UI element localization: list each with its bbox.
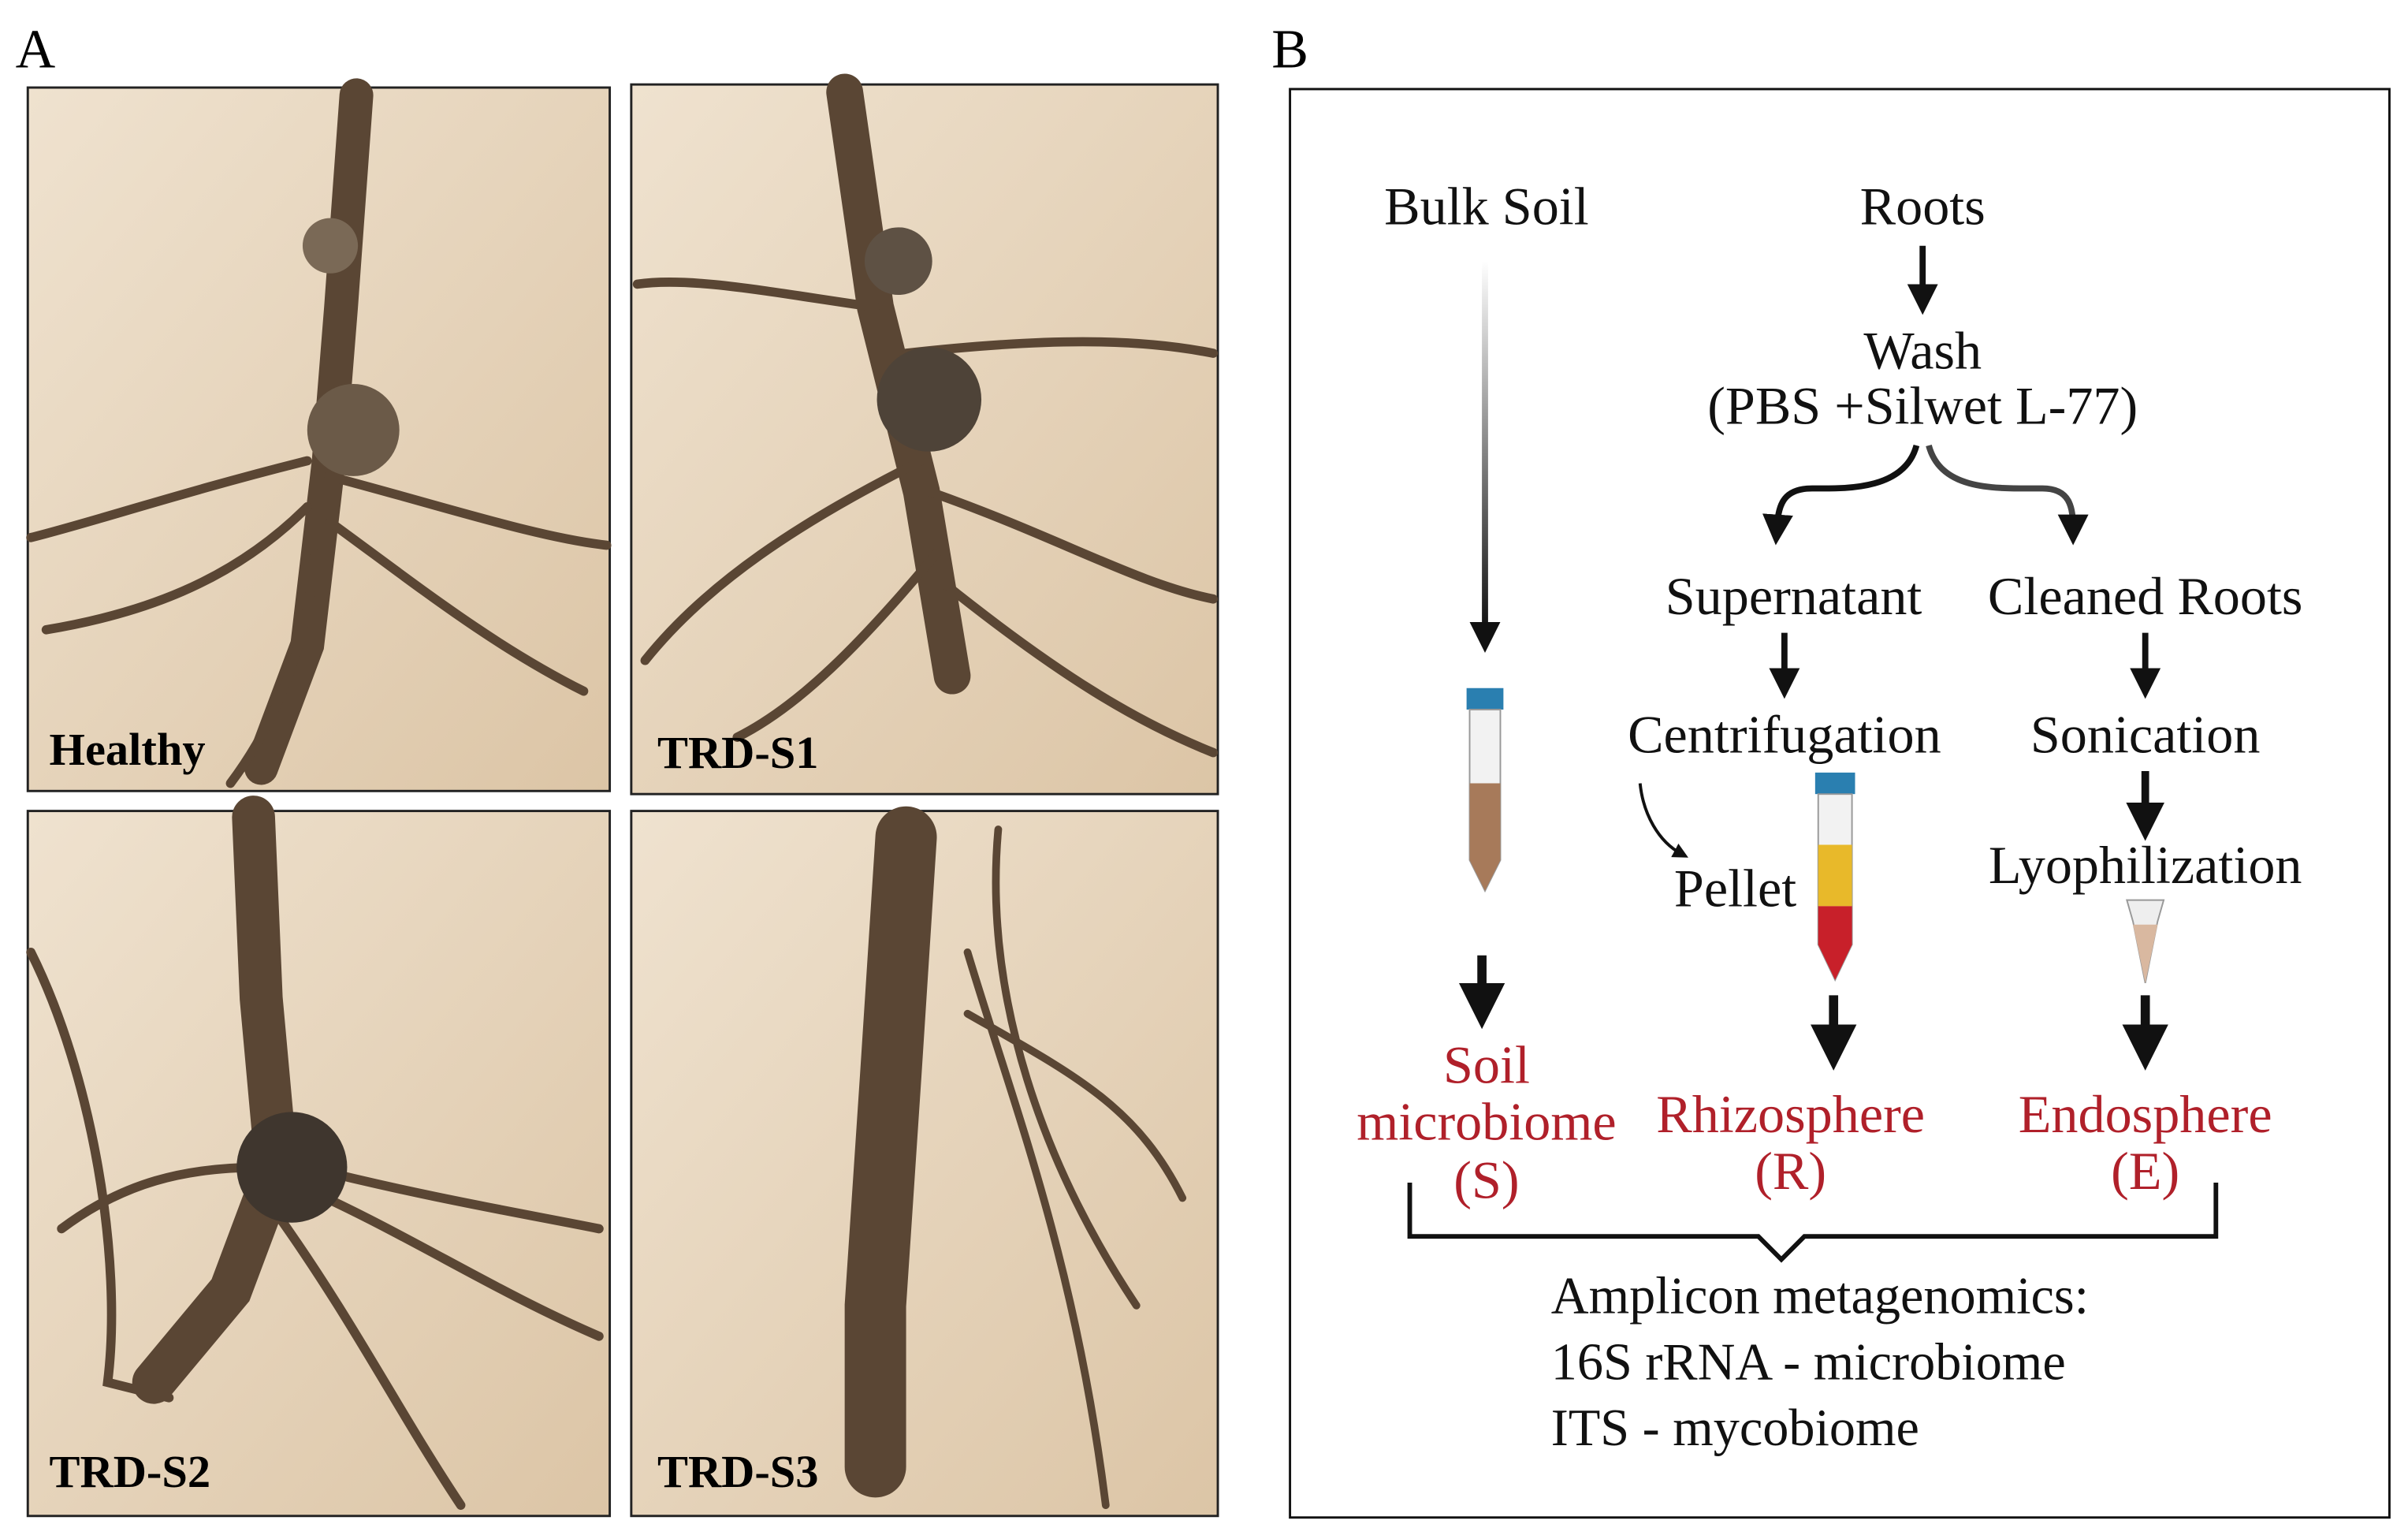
node-label: Supernatant	[1666, 566, 1922, 626]
node-label: (PBS +Silwet L-77)	[1707, 376, 2138, 436]
photo: TRD-S2	[26, 796, 612, 1518]
panel-label: A	[16, 20, 56, 80]
photo-label: Healthy	[50, 724, 206, 775]
output-label: Soil	[1443, 1034, 1530, 1094]
output-label: (E)	[2111, 1141, 2179, 1201]
photo: TRD-S1	[630, 73, 1219, 796]
summary-line: ITS - mycobiome	[1551, 1399, 1919, 1457]
node-label: Centrifugation	[1628, 705, 1941, 765]
node-label: Wash	[1863, 321, 1982, 381]
photo: TRD-S3	[630, 806, 1219, 1518]
photo-label: TRD-S1	[657, 727, 819, 778]
output-label: Rhizosphere	[1656, 1084, 1925, 1144]
photo-label: TRD-S2	[50, 1446, 211, 1497]
summary-line: 16S rRNA - microbiome	[1551, 1333, 2066, 1391]
output-label: Endosphere	[2019, 1084, 2272, 1144]
node-label: Lyophilization	[1989, 835, 2302, 895]
tube-icons	[1466, 688, 2165, 983]
node-label: Bulk Soil	[1384, 176, 1589, 236]
output-label: (S)	[1453, 1150, 1519, 1210]
output-label: (R)	[1755, 1141, 1826, 1201]
arrows	[1407, 245, 2219, 1263]
node-label: Sonication	[2030, 705, 2261, 765]
node-label: Roots	[1860, 176, 1986, 236]
summary-line: Amplicon metagenomics:	[1551, 1268, 2089, 1325]
node-label: Cleaned Roots	[1988, 566, 2303, 626]
photo-label: TRD-S3	[657, 1446, 819, 1497]
photo: Healthy	[26, 78, 612, 792]
output-label: microbiome	[1357, 1091, 1616, 1151]
node-label: Pellet	[1674, 858, 1796, 918]
panel-label: B	[1271, 20, 1308, 80]
